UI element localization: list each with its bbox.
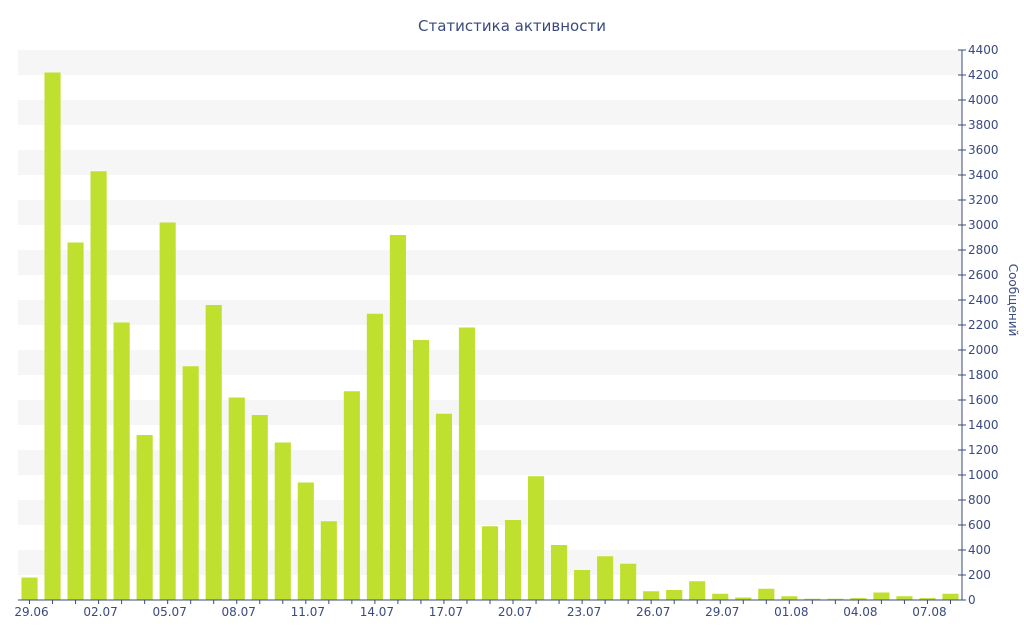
x-tick-label: 05.07: [152, 605, 186, 619]
bar: [389, 235, 406, 600]
bar: [666, 590, 683, 600]
bar: [781, 596, 798, 600]
bar: [67, 242, 84, 600]
bar: [90, 171, 107, 600]
grid-band: [18, 150, 962, 175]
bar: [136, 435, 153, 600]
x-tick-label: 02.07: [83, 605, 117, 619]
bar: [320, 521, 337, 600]
y-tick-label: 3600: [968, 143, 999, 157]
bar: [182, 366, 199, 600]
bar: [205, 305, 222, 600]
bar: [620, 563, 637, 600]
bar: [574, 570, 591, 600]
y-tick-label: 1800: [968, 368, 999, 382]
bar: [343, 391, 360, 600]
bar: [551, 545, 568, 600]
x-tick-label: 17.07: [429, 605, 463, 619]
bar: [527, 476, 545, 600]
chart-title: Статистика активности: [418, 17, 606, 35]
y-tick-label: 4000: [968, 93, 999, 107]
x-tick-label: 14.07: [360, 605, 394, 619]
bar: [643, 591, 660, 600]
bar: [873, 592, 890, 600]
y-tick-label: 200: [968, 568, 991, 582]
grid-band: [18, 50, 962, 75]
x-tick-label: 26.07: [636, 605, 670, 619]
bar: [297, 482, 314, 600]
y-tick-label: 1400: [968, 418, 999, 432]
x-tick-label: 29.06: [14, 605, 48, 619]
y-tick-label: 400: [968, 543, 991, 557]
y-tick-label: 800: [968, 493, 991, 507]
bar: [942, 593, 959, 600]
y-axis: 0 200 400 600 800 1000 1200 1400 1600 1800 2000 220…: [958, 43, 999, 607]
bar: [804, 598, 821, 600]
bar: [758, 588, 775, 600]
x-tick-label: 29.07: [705, 605, 739, 619]
bar: [827, 598, 844, 600]
y-axis-label: Сообщений: [1006, 264, 1020, 337]
bar: [251, 415, 268, 600]
y-tick-label: 4400: [968, 43, 999, 57]
bar: [504, 520, 522, 600]
y-tick-label: 600: [968, 518, 991, 532]
y-tick-label: 4200: [968, 68, 999, 82]
bar: [689, 581, 706, 600]
y-tick-label: 2600: [968, 268, 999, 282]
x-tick-label: 01.08: [774, 605, 808, 619]
x-tick-label: 08.07: [222, 605, 256, 619]
bar: [597, 556, 614, 600]
bar: [896, 596, 913, 600]
y-tick-label: 1200: [968, 443, 999, 457]
y-tick-label: 1000: [968, 468, 999, 482]
x-tick-label: 23.07: [567, 605, 601, 619]
x-tick-label: 11.07: [291, 605, 325, 619]
y-tick-label: 2400: [968, 293, 999, 307]
bar: [274, 442, 291, 600]
x-axis: 29.06 02.07 05.07 08.07 11.07 14.07 17.07 20.07…: [14, 599, 962, 619]
y-tick-label: 0: [968, 593, 976, 607]
bar: [919, 598, 936, 600]
bar: [735, 597, 752, 600]
grid-band: [18, 100, 962, 125]
bar: [458, 327, 476, 600]
x-tick-label: 07.08: [912, 605, 946, 619]
y-tick-label: 3400: [968, 168, 999, 182]
bar: [21, 577, 38, 600]
grid-band: [18, 200, 962, 225]
bar: [712, 593, 729, 600]
y-tick-label: 3800: [968, 118, 999, 132]
bar-series: [21, 72, 959, 600]
bar: [366, 313, 383, 600]
y-tick-label: 1600: [968, 393, 999, 407]
y-tick-label: 2800: [968, 243, 999, 257]
bar: [850, 598, 867, 600]
y-tick-label: 2200: [968, 318, 999, 332]
y-tick-label: 3000: [968, 218, 999, 232]
bar: [228, 397, 245, 600]
bar: [44, 72, 61, 600]
y-tick-label: 2000: [968, 343, 999, 357]
y-tick-label: 3200: [968, 193, 999, 207]
bar: [435, 413, 453, 600]
bar: [412, 340, 429, 600]
bar: [113, 322, 130, 600]
bar: [159, 222, 176, 600]
bar: [481, 526, 499, 600]
x-tick-label: 20.07: [498, 605, 532, 619]
x-tick-label: 04.08: [843, 605, 877, 619]
